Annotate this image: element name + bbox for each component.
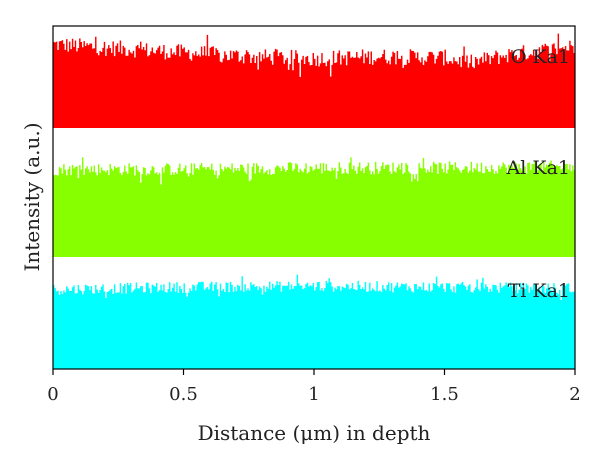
x-tick-label: 2 [569, 384, 580, 405]
y-axis-label: Intensity (a.u.) [20, 122, 44, 271]
x-axis-label: Distance (μm) in depth [198, 421, 431, 445]
x-axis-ticks: 0 0.5 1 1.5 2 [47, 369, 581, 405]
series-labels: O Ka1 Al Ka1 Ti Ka1 [506, 46, 570, 302]
x-tick-label: 1 [308, 384, 319, 405]
series-area-o-ka1 [53, 33, 575, 129]
x-tick-label: 1.5 [430, 384, 459, 405]
series-label-al-ka1: Al Ka1 [506, 157, 570, 179]
series-label-ti-ka1: Ti Ka1 [508, 280, 570, 302]
series-label-o-ka1: O Ka1 [511, 46, 570, 68]
x-tick-label: 0.5 [169, 384, 198, 405]
x-tick-label: 0 [47, 384, 58, 405]
series-area-al-ka1 [53, 157, 575, 257]
series-area-ti-ka1 [53, 274, 575, 369]
series-areas [53, 33, 575, 369]
